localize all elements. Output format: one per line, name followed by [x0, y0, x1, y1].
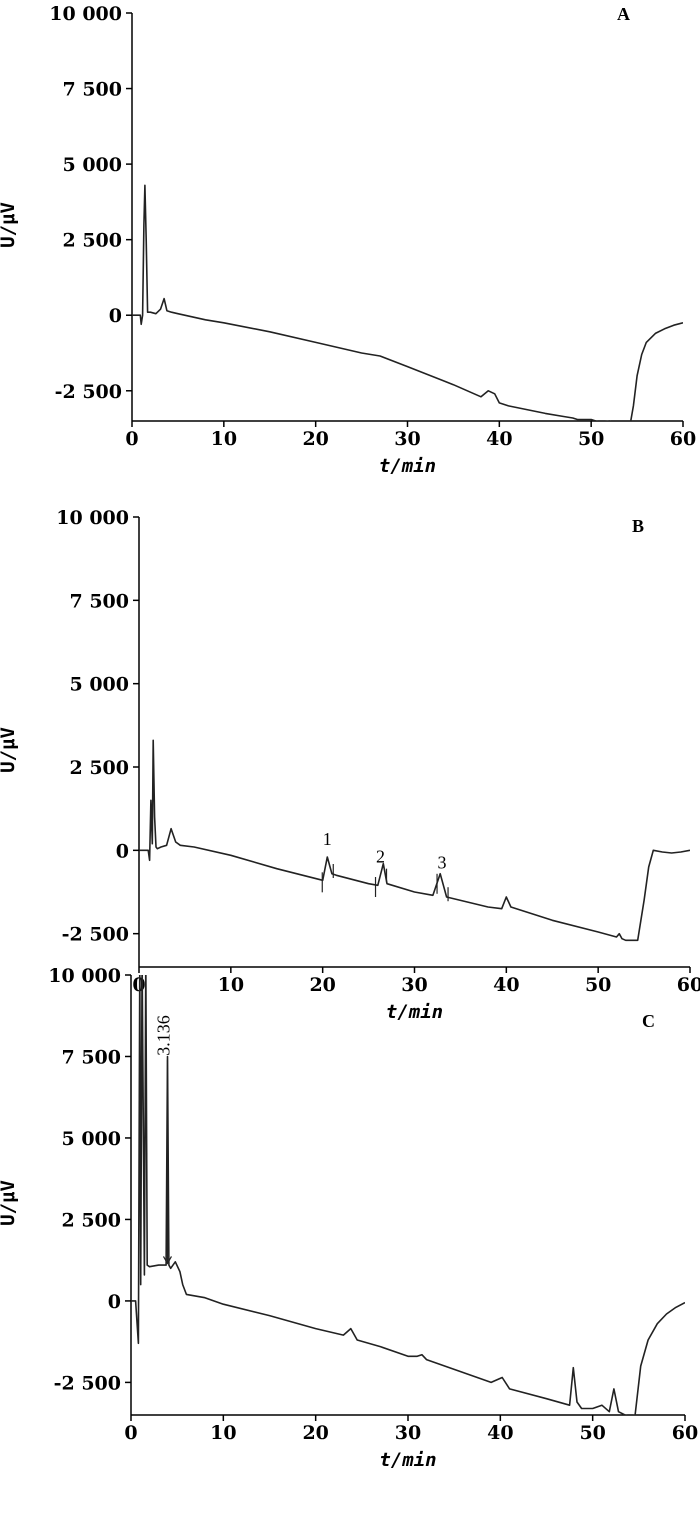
y-tick-label: -2 500	[62, 924, 129, 946]
chromatogram-trace	[139, 739, 690, 942]
x-tick-label: 60	[670, 428, 696, 450]
y-tick-label: 0	[109, 305, 122, 327]
y-tick-label: -2 500	[55, 381, 122, 403]
x-tick-label: 20	[302, 428, 328, 450]
y-tick-label: 0	[116, 840, 129, 862]
x-tick-label: 10	[211, 428, 237, 450]
x-tick-label: 0	[125, 428, 138, 450]
x-tick-label: 50	[579, 1422, 605, 1444]
x-tick-label: 50	[578, 428, 604, 450]
x-axis-title: t/min	[386, 1001, 443, 1023]
peak-number-label: 3	[438, 852, 447, 872]
x-tick-label: 60	[677, 974, 700, 996]
y-tick-label: 2 500	[62, 1209, 122, 1231]
y-tick-label: 10 000	[56, 507, 129, 529]
chart-panel-a: 10 000 7 500 5 000 2 500 0 -2 500 0 10 20 30 40 50 6…	[0, 3, 696, 477]
y-tick-label: 2 500	[70, 757, 130, 779]
peak-number-label: 2	[376, 847, 385, 867]
y-tick-label: -2 500	[54, 1372, 121, 1394]
x-tick-label: 30	[394, 428, 420, 450]
y-axis-title: U/μV	[0, 202, 19, 248]
chart-panel-c: 10 000 7 500 5 000 2 500 0 -2 500 0 10 20 30 40 50 6…	[0, 965, 698, 1471]
y-tick-label: 7 500	[63, 79, 123, 101]
y-tick-label: 5 000	[70, 674, 130, 696]
x-tick-label: 10	[210, 1422, 236, 1444]
x-tick-label: 20	[302, 1422, 328, 1444]
panel-label: B	[632, 516, 644, 536]
x-tick-label: 60	[672, 1422, 698, 1444]
y-axis-title: U/μV	[0, 727, 19, 773]
x-axis-title: t/min	[379, 1449, 436, 1471]
y-tick-label: 5 000	[62, 1128, 122, 1150]
x-tick-label: 40	[486, 428, 512, 450]
peak-number-label: 1	[323, 829, 332, 849]
y-tick-label: 5 000	[63, 154, 123, 176]
x-tick-label: 30	[401, 974, 427, 996]
x-tick-label: 10	[218, 974, 244, 996]
x-tick-label: 40	[487, 1422, 513, 1444]
y-tick-label: 7 500	[62, 1046, 122, 1068]
y-tick-label: 2 500	[63, 230, 123, 252]
x-tick-label: 0	[124, 1422, 137, 1444]
y-axis-title: U/μV	[0, 1180, 19, 1226]
chromatogram-trace	[131, 975, 685, 1415]
x-tick-label: 30	[395, 1422, 421, 1444]
panel-label: A	[617, 4, 630, 24]
y-tick-label: 7 500	[70, 590, 130, 612]
y-tick-label: 10 000	[49, 3, 122, 25]
x-tick-label: 50	[585, 974, 611, 996]
y-tick-label: 10 000	[48, 965, 121, 987]
chromatogram-trace	[132, 184, 683, 421]
panel-label: C	[642, 1011, 655, 1031]
x-axis-title: t/min	[379, 455, 436, 477]
x-tick-label: 40	[493, 974, 519, 996]
peak-arrow	[162, 1256, 172, 1265]
x-tick-label: 20	[309, 974, 335, 996]
y-tick-label: 0	[108, 1291, 121, 1313]
peak-retention-label: 3.136	[153, 1015, 173, 1056]
